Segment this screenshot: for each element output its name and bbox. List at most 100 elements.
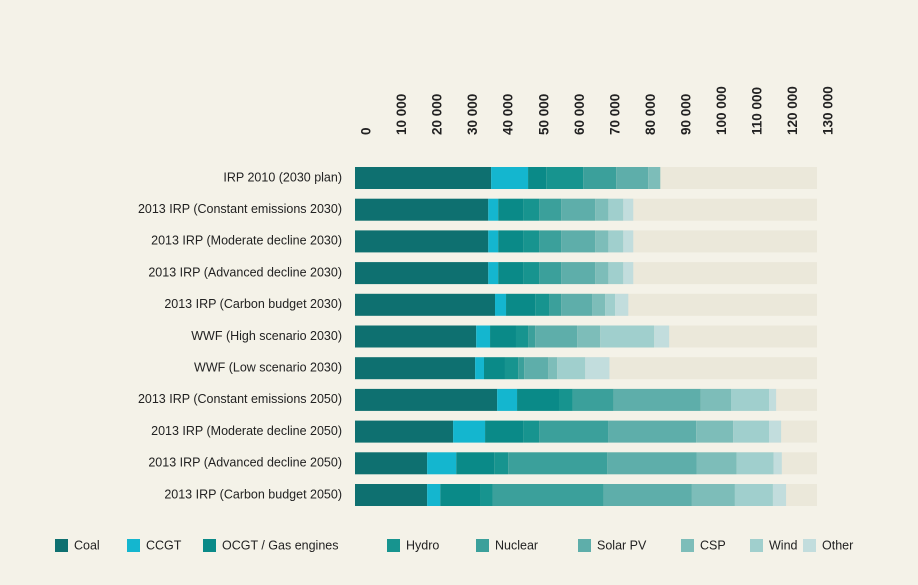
bar-segment: [605, 293, 616, 316]
x-tick-label: 60 000: [572, 94, 587, 135]
bar-segment: [572, 388, 614, 411]
bar-segment: [546, 167, 584, 189]
bar-segment: [539, 198, 562, 221]
bar-segment: [700, 388, 731, 411]
bar-segment: [456, 452, 495, 475]
legend-swatch: [750, 539, 763, 552]
x-tick-label: 90 000: [678, 94, 693, 135]
bar-segment: [730, 388, 770, 411]
legend-label: Solar PV: [597, 538, 647, 552]
bar-segment: [623, 230, 634, 253]
bar-segment: [613, 388, 701, 411]
x-tick-label: 130 000: [821, 86, 836, 135]
bar-segment: [476, 325, 491, 348]
bar-segment: [523, 198, 540, 221]
legend-swatch: [55, 539, 68, 552]
bar-segment: [355, 452, 428, 475]
bar-segment: [648, 167, 661, 189]
category-label: 2013 IRP (Advanced decline 2050): [148, 456, 342, 470]
legend-swatch: [203, 539, 216, 552]
bar-segment: [592, 293, 606, 316]
legend-swatch: [803, 539, 816, 552]
bar-segment: [608, 420, 697, 443]
bar-segment: [616, 167, 649, 189]
bar-segment: [623, 262, 634, 285]
bar-segment: [480, 484, 493, 506]
bar-segment: [495, 293, 507, 316]
bar-segment: [539, 230, 562, 253]
bar-segment: [427, 452, 457, 475]
bar-segment: [355, 325, 477, 348]
category-label: 2013 IRP (Constant emissions 2030): [138, 202, 342, 216]
bar-segment: [561, 293, 593, 316]
bar-segment: [355, 420, 454, 443]
bar-segment: [691, 484, 735, 506]
bar-segment: [561, 230, 596, 253]
bar-segment: [769, 420, 782, 443]
bar-segment: [498, 230, 524, 253]
bar-segment: [524, 357, 549, 380]
category-label: 2013 IRP (Moderate decline 2050): [151, 424, 342, 438]
bar-segment: [561, 198, 596, 221]
bar-segment: [492, 484, 604, 506]
x-tick-label: 20 000: [430, 94, 445, 135]
category-label: 2013 IRP (Moderate decline 2030): [151, 234, 342, 248]
legend-label: Coal: [74, 538, 100, 552]
x-tick-label: 80 000: [643, 94, 658, 135]
bar-segment: [506, 293, 536, 316]
bar-segment: [453, 420, 486, 443]
category-label: 2013 IRP (Constant emissions 2050): [138, 392, 342, 406]
bar-segment: [539, 420, 609, 443]
bar-segment: [615, 293, 629, 316]
bar-segment: [355, 388, 498, 411]
bar-segment: [485, 420, 524, 443]
x-tick-label: 120 000: [785, 86, 800, 135]
bar-segment: [608, 262, 624, 285]
bar-segment: [773, 452, 782, 475]
bar-segment: [491, 167, 529, 189]
legend-label: Wind: [769, 538, 798, 552]
x-tick-label: 100 000: [714, 86, 729, 135]
bar-segment: [772, 484, 787, 506]
bar-segment: [734, 484, 773, 506]
category-label: WWF (Low scenario 2030): [194, 360, 342, 374]
bar-segment: [355, 198, 489, 221]
bar-segment: [355, 230, 489, 253]
bar-segment: [577, 325, 601, 348]
bar-segment: [558, 388, 573, 411]
bar-segment: [488, 230, 499, 253]
bar-segment: [696, 420, 734, 443]
category-label: 2013 IRP (Advanced decline 2030): [148, 265, 342, 279]
bar-segment: [548, 357, 558, 380]
legend-swatch: [476, 539, 489, 552]
bar-segment: [539, 262, 562, 285]
bar-segment: [518, 357, 525, 380]
bar-segment: [355, 484, 428, 506]
bar-segment: [696, 452, 737, 475]
bar-segment: [595, 198, 609, 221]
bar-segment: [557, 357, 586, 380]
bar-segment: [583, 167, 617, 189]
bar-segment: [490, 325, 516, 348]
bar-segment: [504, 357, 519, 380]
legend-label: CCGT: [146, 538, 182, 552]
bar-segment: [654, 325, 670, 348]
x-tick-label: 10 000: [394, 94, 409, 135]
bar-segment: [475, 357, 485, 380]
bar-segment: [488, 198, 499, 221]
bar-segment: [607, 452, 697, 475]
bar-segment: [528, 325, 536, 348]
bar-segment: [523, 420, 540, 443]
legend-swatch: [578, 539, 591, 552]
bar-segment: [549, 293, 562, 316]
bar-segment: [440, 484, 481, 506]
bar-segment: [733, 420, 770, 443]
bar-segment: [494, 452, 509, 475]
legend-label: Other: [822, 538, 853, 552]
bar-segment: [515, 325, 529, 348]
x-tick-label: 0: [359, 127, 374, 135]
bar-segment: [484, 357, 505, 380]
category-label: IRP 2010 (2030 plan): [223, 170, 342, 184]
legend-label: Hydro: [406, 538, 439, 552]
